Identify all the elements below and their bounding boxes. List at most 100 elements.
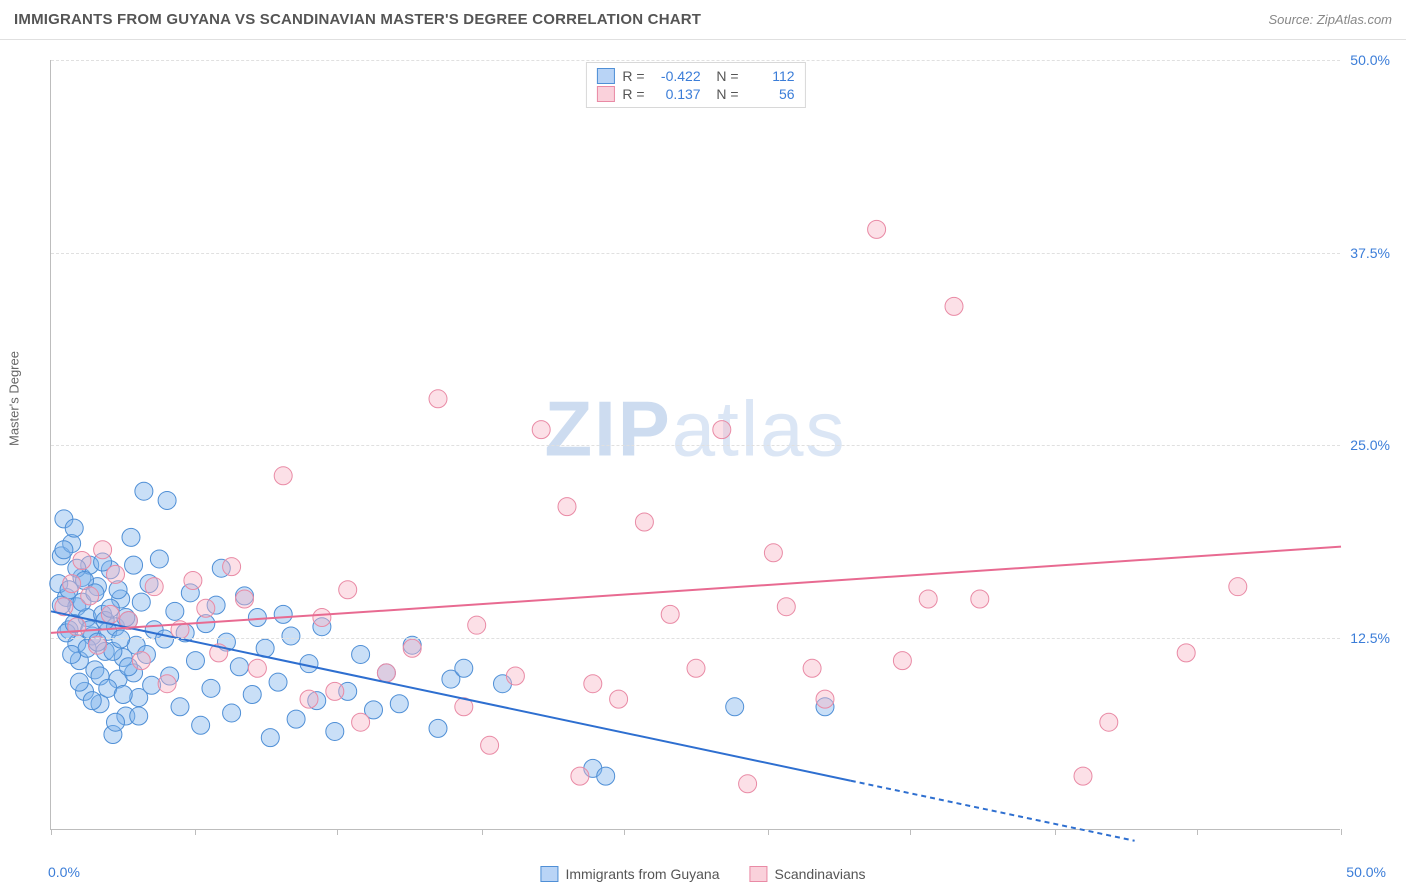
x-tick xyxy=(195,829,196,835)
plot-area: ZIPatlas R = -0.422 N = 112 R = 0.137 N … xyxy=(50,60,1340,830)
data-point xyxy=(114,685,132,703)
data-point xyxy=(70,673,88,691)
data-point xyxy=(739,775,757,793)
data-point xyxy=(584,675,602,693)
x-tick xyxy=(1055,829,1056,835)
data-point xyxy=(1229,578,1247,596)
data-point xyxy=(506,667,524,685)
data-point xyxy=(94,541,112,559)
data-point xyxy=(610,690,628,708)
data-point xyxy=(726,698,744,716)
data-point xyxy=(274,605,292,623)
data-point xyxy=(112,630,130,648)
data-point xyxy=(156,630,174,648)
data-point xyxy=(300,690,318,708)
data-point xyxy=(166,602,184,620)
data-point xyxy=(339,581,357,599)
data-point xyxy=(687,659,705,677)
data-point xyxy=(145,578,163,596)
data-point xyxy=(236,590,254,608)
data-point xyxy=(429,719,447,737)
data-point xyxy=(1177,644,1195,662)
x-tick xyxy=(624,829,625,835)
data-point xyxy=(282,627,300,645)
data-point xyxy=(326,722,344,740)
data-point xyxy=(184,572,202,590)
data-point xyxy=(532,421,550,439)
y-tick-label: 12.5% xyxy=(1350,630,1390,646)
data-point xyxy=(971,590,989,608)
data-point xyxy=(125,556,143,574)
bottom-legend: Immigrants from Guyana Scandinavians xyxy=(540,866,865,882)
data-point xyxy=(764,544,782,562)
grid-line xyxy=(51,445,1340,446)
x-tick xyxy=(1197,829,1198,835)
data-point xyxy=(73,552,91,570)
legend-label-2: Scandinavians xyxy=(775,866,866,882)
data-point xyxy=(661,605,679,623)
trend-line-dashed xyxy=(851,781,1135,841)
x-tick xyxy=(910,829,911,835)
grid-line xyxy=(51,253,1340,254)
data-point xyxy=(390,695,408,713)
x-tick xyxy=(51,829,52,835)
data-point xyxy=(248,608,266,626)
data-point xyxy=(107,713,125,731)
y-tick-label: 25.0% xyxy=(1350,437,1390,453)
legend-item-1: Immigrants from Guyana xyxy=(540,866,719,882)
data-point xyxy=(803,659,821,677)
data-point xyxy=(274,467,292,485)
data-point xyxy=(68,618,86,636)
data-point xyxy=(197,599,215,617)
data-point xyxy=(230,658,248,676)
swatch-blue-icon xyxy=(540,866,558,882)
data-point xyxy=(893,652,911,670)
data-point xyxy=(326,682,344,700)
legend-item-2: Scandinavians xyxy=(750,866,866,882)
data-point xyxy=(88,636,106,654)
data-point xyxy=(287,710,305,728)
data-point xyxy=(269,673,287,691)
data-point xyxy=(150,550,168,568)
data-point xyxy=(158,675,176,693)
swatch-pink-icon xyxy=(750,866,768,882)
data-point xyxy=(1100,713,1118,731)
x-tick xyxy=(1341,829,1342,835)
grid-line xyxy=(51,60,1340,61)
data-point xyxy=(481,736,499,754)
data-point xyxy=(713,421,731,439)
legend-label-1: Immigrants from Guyana xyxy=(565,866,719,882)
data-point xyxy=(122,528,140,546)
data-point xyxy=(63,575,81,593)
data-point xyxy=(158,491,176,509)
data-point xyxy=(202,679,220,697)
data-point xyxy=(223,558,241,576)
data-point xyxy=(816,690,834,708)
data-point xyxy=(1074,767,1092,785)
data-point xyxy=(468,616,486,634)
x-tick xyxy=(337,829,338,835)
data-point xyxy=(65,519,83,537)
data-point xyxy=(186,652,204,670)
data-point xyxy=(571,767,589,785)
data-point xyxy=(429,390,447,408)
data-point xyxy=(132,593,150,611)
data-point xyxy=(352,645,370,663)
y-tick-label: 50.0% xyxy=(1350,52,1390,68)
data-point xyxy=(135,482,153,500)
source-attribution: Source: ZipAtlas.com xyxy=(1268,12,1392,27)
data-point xyxy=(352,713,370,731)
data-point xyxy=(223,704,241,722)
y-axis-label: Master's Degree xyxy=(7,351,22,446)
data-point xyxy=(55,541,73,559)
data-point xyxy=(403,639,421,657)
data-point xyxy=(455,659,473,677)
data-point xyxy=(635,513,653,531)
data-point xyxy=(945,297,963,315)
title-bar: IMMIGRANTS FROM GUYANA VS SCANDINAVIAN M… xyxy=(0,0,1406,40)
data-point xyxy=(243,685,261,703)
data-point xyxy=(130,707,148,725)
data-point xyxy=(171,698,189,716)
data-point xyxy=(83,692,101,710)
data-point xyxy=(313,608,331,626)
